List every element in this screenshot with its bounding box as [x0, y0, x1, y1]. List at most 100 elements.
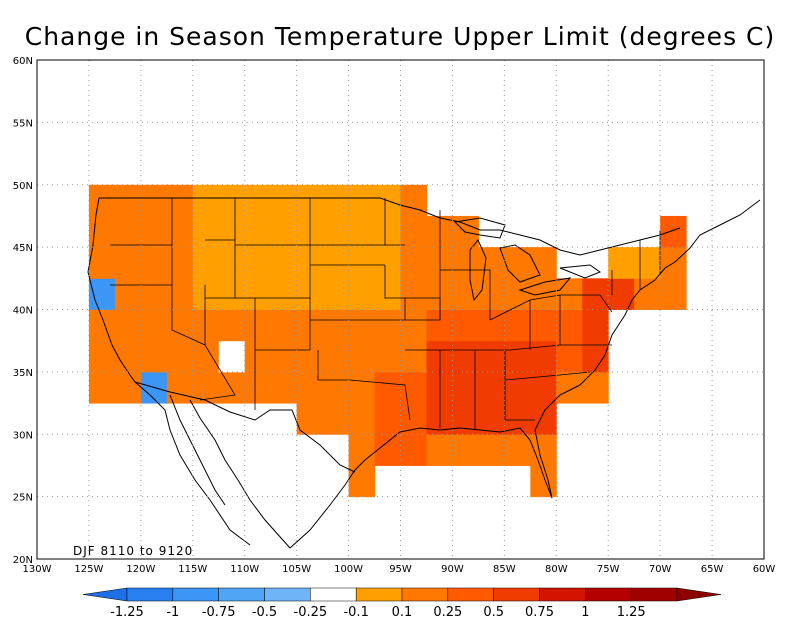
data-cell — [374, 340, 401, 373]
west-coastline — [87, 197, 251, 546]
data-cell — [322, 215, 350, 248]
lon-tick-label: 85W — [493, 564, 516, 575]
data-cell — [322, 371, 350, 404]
data-cell — [608, 247, 635, 279]
data-cell — [114, 340, 142, 373]
data-cell — [374, 371, 401, 404]
data-cell — [504, 247, 531, 279]
data-cell — [504, 434, 531, 466]
data-cell — [400, 403, 427, 435]
data-cell — [88, 278, 116, 310]
lat-tick-label: 55N — [13, 118, 33, 129]
mexico-border — [134, 381, 356, 473]
data-cell — [556, 309, 583, 342]
data-cell — [270, 215, 298, 248]
data-cell — [114, 309, 142, 342]
data-cell — [270, 371, 298, 404]
colorbar-label: -0.1 — [343, 605, 368, 618]
data-cell — [478, 247, 505, 279]
data-cell — [218, 247, 246, 279]
colorbar: -1.25 -1 -0.75 -0.5 -0.25 -0.1 0.1 0.25 0.5 0.75 1… — [82, 587, 722, 618]
colorbar-label: 0.1 — [392, 605, 413, 618]
data-cell — [140, 309, 168, 342]
data-cell — [530, 403, 557, 435]
data-cell — [218, 340, 246, 373]
data-cell — [348, 403, 376, 435]
data-cell — [660, 215, 687, 248]
lat-tick-label: 45N — [13, 243, 33, 254]
lat-lon-grid — [37, 60, 764, 559]
data-cell — [192, 340, 220, 373]
colorbar-swatch — [126, 587, 174, 602]
data-cell — [114, 184, 142, 217]
data-cell — [348, 184, 376, 217]
data-cell — [556, 340, 583, 373]
colorbar-label: -0.5 — [252, 605, 277, 618]
state-borders — [87, 197, 761, 549]
data-cells — [88, 184, 687, 498]
colorbar-left-arrow — [82, 587, 128, 602]
data-cell — [166, 371, 194, 404]
data-cell — [88, 247, 116, 279]
lon-tick-label: 70W — [649, 564, 672, 575]
lon-tick-label: 90W — [441, 564, 464, 575]
data-cell — [452, 340, 479, 373]
data-cell — [244, 184, 272, 217]
data-cell — [348, 278, 376, 310]
data-cell — [244, 309, 272, 342]
data-cell — [478, 434, 505, 466]
data-cell — [296, 371, 324, 404]
data-cell — [140, 215, 168, 248]
colorbar-swatch — [264, 587, 311, 602]
colorbar-label: 0.25 — [433, 605, 462, 618]
data-cell — [348, 215, 376, 248]
data-cell — [218, 309, 246, 342]
colorbar-right-arrow — [676, 587, 722, 602]
colorbar-swatch — [355, 587, 403, 602]
lat-tick-label: 40N — [13, 306, 33, 317]
data-cell — [504, 403, 531, 435]
data-cell — [270, 278, 298, 310]
colorbar-label: -0.75 — [202, 605, 236, 618]
data-cell — [322, 403, 350, 435]
colorbar-swatch — [401, 587, 449, 602]
data-cell — [348, 340, 376, 373]
colorbar-swatch — [172, 587, 219, 602]
colorbar-swatch — [493, 587, 540, 602]
lat-tick-label: 25N — [13, 493, 33, 504]
east-coastline — [579, 199, 761, 386]
data-cell — [400, 247, 427, 279]
data-cell — [374, 434, 401, 466]
period-label: DJF 8110 to 9120 — [73, 544, 193, 558]
colorbar-swatch — [218, 587, 265, 602]
data-cell — [218, 278, 246, 310]
data-cell — [426, 434, 453, 466]
data-cell — [400, 215, 427, 248]
colorbar-label: 0.75 — [525, 605, 554, 618]
data-cell — [218, 184, 246, 217]
data-cell — [88, 309, 116, 342]
lon-tick-label: 110W — [230, 564, 259, 575]
data-cell — [270, 309, 298, 342]
data-cell — [478, 278, 505, 310]
lon-tick-label: 120W — [126, 564, 155, 575]
data-cell — [296, 403, 324, 435]
lon-tick-label: 115W — [178, 564, 207, 575]
lon-tick-label: 95W — [389, 564, 412, 575]
data-cell — [140, 340, 168, 373]
data-cell — [244, 278, 272, 310]
data-cell — [192, 215, 220, 248]
great-lakes — [453, 217, 602, 302]
data-cell — [530, 309, 557, 342]
lon-tick-label: 60W — [753, 564, 776, 575]
colorbar-swatch — [585, 587, 632, 602]
data-cell — [322, 184, 350, 217]
data-cell — [400, 371, 427, 404]
data-cell — [270, 247, 298, 279]
data-cell — [582, 371, 609, 404]
data-cell — [192, 247, 220, 279]
data-cell — [244, 371, 272, 404]
colorbar-label: 0.5 — [483, 605, 504, 618]
lat-tick-label: 50N — [13, 181, 33, 192]
